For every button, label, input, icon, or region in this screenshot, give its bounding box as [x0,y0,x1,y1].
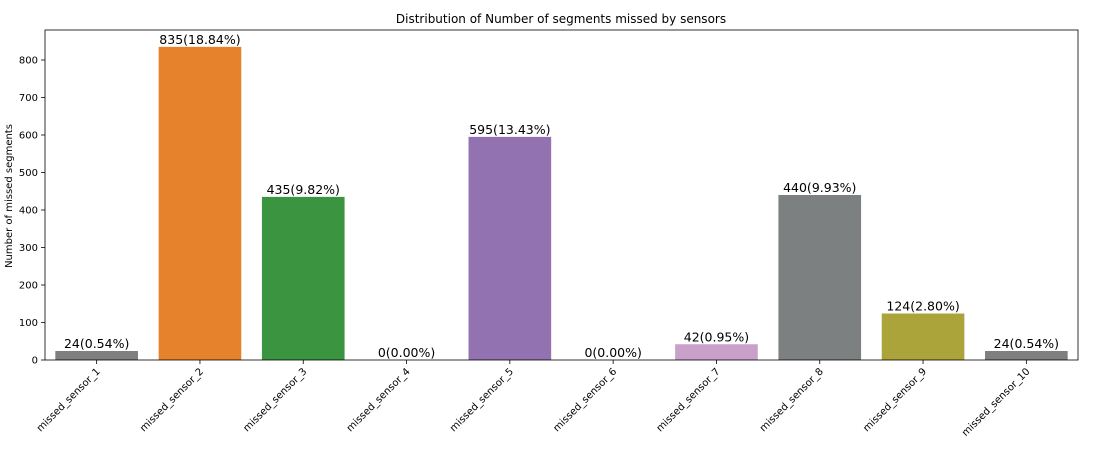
x-tick-label: missed_sensor_6 [551,366,619,434]
x-tick-label: missed_sensor_8 [758,366,826,434]
bar-missed_sensor_1 [55,351,138,360]
bar-data-label: 595(13.43%) [469,122,550,137]
x-tick-label: missed_sensor_3 [242,366,310,434]
x-tick-label: missed_sensor_1 [35,366,103,434]
bar-data-label: 435(9.82%) [267,182,340,197]
bar-data-label: 42(0.95%) [684,329,749,344]
x-tick-label: missed_sensor_2 [138,366,206,434]
y-tick-label: 400 [19,206,38,217]
bar-missed_sensor_8 [778,195,862,360]
bar-data-label: 24(0.54%) [64,336,129,351]
bar-data-label: 24(0.54%) [994,336,1059,351]
bar-missed_sensor_9 [881,313,965,360]
y-axis: 0 100 200 300 400 500 600 700 800 [19,56,45,367]
bars [55,46,1068,360]
bar-missed_sensor_3 [261,196,345,360]
x-tick-label: missed_sensor_9 [861,366,929,434]
bar-data-label: 440(9.93%) [783,180,856,195]
bar-labels: 24(0.54%) 835(18.84%) 435(9.82%) 0(0.00%) 59… [64,32,1059,360]
y-tick-label: 0 [32,356,38,367]
bar-data-label: 124(2.80%) [886,299,959,314]
x-tick-label: missed_sensor_10 [960,366,1032,438]
y-axis-label: Number of missed segments [4,124,15,268]
y-tick-label: 100 [19,318,38,329]
bar-missed_sensor_10 [985,351,1068,360]
y-tick-label: 300 [19,243,38,254]
y-tick-label: 500 [19,168,38,179]
bar-missed_sensor_5 [468,136,552,360]
y-tick-label: 800 [19,56,38,67]
y-tick-label: 200 [19,281,38,292]
bar-data-label: 0(0.00%) [584,345,641,360]
y-tick-label: 700 [19,93,38,104]
bar-missed_sensor_2 [158,46,242,360]
x-tick-label: missed_sensor_5 [448,366,516,434]
chart-title: Distribution of Number of segments misse… [396,12,726,26]
plot-frame [44,29,1079,361]
bar-missed_sensor_7 [675,344,758,360]
x-axis: missed_sensor_1 missed_sensor_2 missed_sen… [35,360,1032,439]
bar-data-label: 0(0.00%) [378,345,435,360]
x-tick-label: missed_sensor_4 [345,366,413,434]
x-tick-label: missed_sensor_7 [655,366,723,434]
y-tick-label: 600 [19,131,38,142]
bar-data-label: 835(18.84%) [159,32,240,47]
